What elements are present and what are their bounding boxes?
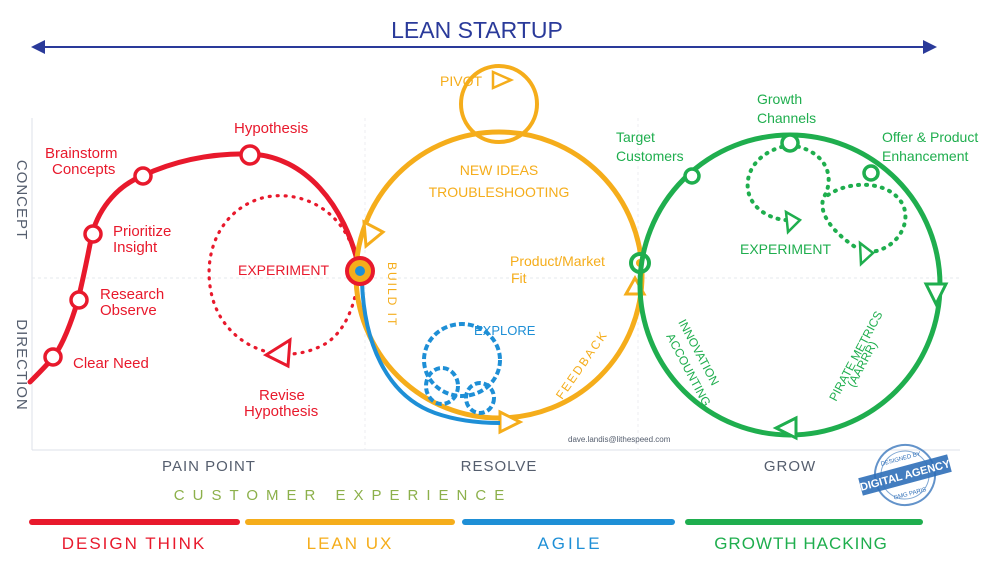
- node-target-customers: [683, 167, 701, 185]
- growth-arrowhead-bottom-icon: [772, 415, 798, 441]
- node-research: [69, 290, 89, 310]
- label-design-experiment: EXPERIMENT: [238, 262, 329, 278]
- growth-experiment-arrow-2-icon: [858, 240, 875, 267]
- customer-experience-label: CUSTOMER EXPERIENCE: [174, 487, 512, 504]
- label-offer-product: Offer & Product: [882, 129, 978, 145]
- label-research: Research: [100, 286, 164, 303]
- explore-loop-small-2: [464, 381, 496, 415]
- x-axis-label-resolve: RESOLVE: [461, 458, 538, 475]
- label-prioritize: Prioritize: [113, 223, 171, 240]
- node-growth-channels: [780, 133, 800, 153]
- digital-agency-stamp: DESIGNED BY DIGITAL AGENCY GMG PARIS: [858, 444, 952, 506]
- phase-label-growth-hacking: GROWTH HACKING: [714, 534, 888, 553]
- label-enhancement: Enhancement: [882, 148, 969, 164]
- revise-arrowhead-icon: [262, 337, 292, 369]
- experiment-hub-core: [355, 266, 365, 276]
- label-build-it: BUILD IT: [385, 262, 399, 327]
- node-brainstorm: [133, 166, 153, 186]
- label-revise: Revise: [259, 387, 305, 404]
- label-explore: EXPLORE: [474, 323, 536, 338]
- node-offer-enhancement: [862, 164, 880, 182]
- phase-label-lean-ux: LEAN UX: [307, 534, 394, 553]
- label-fit: Fit: [511, 270, 527, 286]
- y-axis-label-direction: DIRECTION: [13, 319, 30, 411]
- label-revise-hypothesis: Hypothesis: [244, 403, 318, 420]
- pivot-loop: [459, 64, 539, 144]
- explore-loop-large: [422, 322, 502, 398]
- agile-explore-loops: [422, 322, 502, 415]
- design-node-markers: [43, 144, 261, 367]
- label-insight: Insight: [113, 239, 158, 256]
- y-axis-label-concept: CONCEPT: [13, 160, 30, 240]
- node-hypothesis: [239, 144, 261, 166]
- growth-arrowhead-right-icon: [923, 282, 949, 308]
- label-target: Target: [616, 129, 655, 145]
- label-troubleshooting: TROUBLESHOOTING: [429, 184, 570, 200]
- label-brainstorm: Brainstorm: [45, 145, 118, 162]
- label-concepts: Concepts: [52, 161, 115, 178]
- x-axis-label-pain-point: PAIN POINT: [162, 458, 256, 475]
- build-arrowhead-icon: [362, 219, 386, 249]
- label-growth-experiment: EXPERIMENT: [740, 241, 831, 257]
- x-axis-label-grow: GROW: [764, 458, 816, 475]
- label-product-market: Product/Market: [510, 253, 605, 269]
- phase-label-agile: AGILE: [537, 534, 602, 553]
- label-growth: Growth: [757, 91, 802, 107]
- phase-label-design-think: DESIGN THINK: [62, 534, 207, 553]
- node-clear-need: [43, 347, 63, 367]
- credit-email: dave.landis@lithespeed.com: [568, 435, 671, 444]
- growth-experiment-dotted-loops: [745, 143, 908, 254]
- design-experiment-dotted-loop: [207, 194, 360, 356]
- label-hypothesis: Hypothesis: [234, 120, 308, 137]
- label-clear-need: Clear Need: [73, 355, 149, 372]
- explore-loop-small-1: [424, 366, 460, 406]
- pivot-arrowhead-icon: [491, 70, 515, 90]
- label-customers: Customers: [616, 148, 684, 164]
- label-observe: Observe: [100, 302, 157, 319]
- label-new-ideas: NEW IDEAS: [460, 162, 539, 178]
- growth-experiment-arrow-1-icon: [784, 209, 803, 235]
- agile-build-path: [360, 281, 501, 425]
- label-pivot: PIVOT: [440, 73, 482, 89]
- label-channels: Channels: [757, 110, 816, 126]
- page-title: LEAN STARTUP: [391, 17, 563, 43]
- node-prioritize: [83, 224, 103, 244]
